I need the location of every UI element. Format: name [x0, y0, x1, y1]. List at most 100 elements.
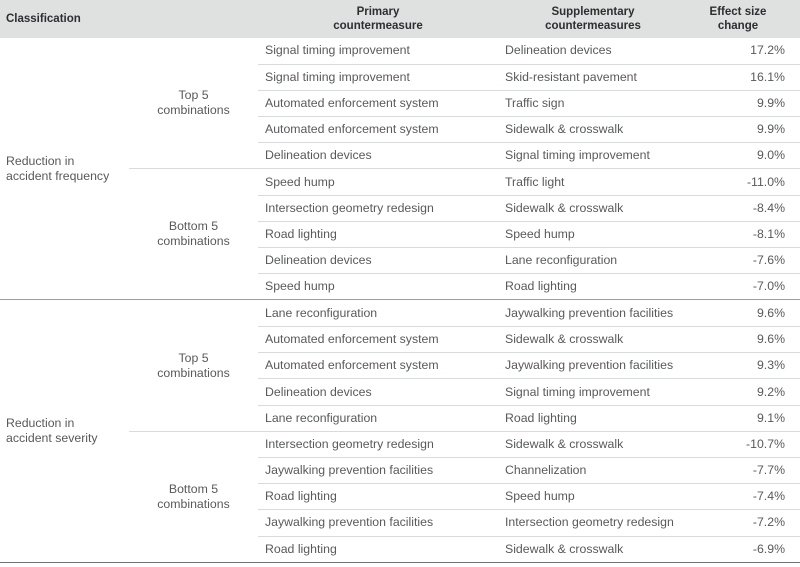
section-divider-rule	[0, 299, 800, 301]
group-label-line2: combinations	[157, 365, 230, 380]
section-divider	[0, 299, 800, 301]
cell-effect-size-change: 9.1%	[688, 404, 800, 432]
column-header-classification: Classification	[6, 13, 81, 25]
cell-supplementary-countermeasure: Delineation devices	[498, 38, 688, 65]
cell-primary-countermeasure: Jaywalking prevention facilities	[258, 509, 498, 537]
cell-supplementary-countermeasure: Intersection geometry redesign	[498, 509, 688, 537]
cell-primary-countermeasure: Automated enforcement system	[258, 116, 498, 143]
cell-effect-size-change: 9.3%	[688, 352, 800, 379]
cell-supplementary-countermeasure: Road lighting	[498, 404, 688, 432]
cell-primary-countermeasure: Signal timing improvement	[258, 63, 498, 91]
cell-primary-countermeasure: Jaywalking prevention facilities	[258, 456, 498, 484]
cell-primary-countermeasure: Signal timing improvement	[258, 38, 498, 65]
cell-effect-size-change: 16.1%	[688, 63, 800, 91]
group-label-line2: combinations	[157, 103, 230, 118]
cell-primary-countermeasure: Lane reconfiguration	[258, 300, 498, 327]
cell-effect-size-change: -10.7%	[688, 430, 800, 458]
cell-supplementary-countermeasure: Sidewalk & crosswalk	[498, 430, 688, 458]
cell-effect-size-change: 17.2%	[688, 38, 800, 65]
table-row: Intersection geometry redesign Sidewalk &…	[0, 194, 800, 222]
cell-effect-size-change: -8.1%	[688, 220, 800, 248]
cell-effect-size-change: -7.0%	[688, 273, 800, 300]
column-header-supplementary-line2: countermeasures	[545, 20, 641, 32]
column-header-effect-line1: Effect size	[709, 6, 767, 18]
cell-primary-countermeasure: Intersection geometry redesign	[258, 194, 498, 222]
table-row: Delineation devices Lane reconfiguration -…	[0, 246, 800, 274]
cell-effect-size-change: -7.7%	[688, 456, 800, 484]
cell-effect-size-change: 9.9%	[688, 89, 800, 117]
cell-primary-countermeasure: Delineation devices	[258, 378, 498, 406]
cell-supplementary-countermeasure: Channelization	[498, 456, 688, 484]
classification-label: Reduction in accident severity	[0, 300, 129, 563]
cell-primary-countermeasure: Delineation devices	[258, 246, 498, 274]
column-header-effect-line2: change	[717, 20, 759, 32]
table-row: Automated enforcement system Sidewalk & c…	[0, 116, 800, 143]
classification-label-line2: accident severity	[6, 431, 98, 446]
cell-supplementary-countermeasure: Jaywalking prevention facilities	[498, 352, 688, 379]
cell-supplementary-countermeasure: Signal timing improvement	[498, 378, 688, 406]
cell-supplementary-countermeasure: Sidewalk & crosswalk	[498, 194, 688, 222]
cell-supplementary-countermeasure: Traffic light	[498, 168, 688, 196]
group-label-line1: Top 5	[178, 88, 209, 103]
cell-effect-size-change: 9.2%	[688, 378, 800, 406]
table-body: Reduction in accident frequency Top 5 combi…	[0, 38, 800, 563]
column-header-primary-line2: countermeasure	[333, 20, 423, 32]
table-row: Jaywalking prevention facilities Channeli…	[0, 456, 800, 484]
cell-effect-size-change: -7.2%	[688, 509, 800, 537]
group-label: Bottom 5 combinations	[129, 168, 258, 300]
cell-primary-countermeasure: Automated enforcement system	[258, 352, 498, 379]
cell-effect-size-change: -6.9%	[688, 535, 800, 563]
cell-supplementary-countermeasure: Road lighting	[498, 273, 688, 300]
group-label-line1: Top 5	[178, 350, 209, 365]
cell-supplementary-countermeasure: Speed hump	[498, 483, 688, 510]
table-row: Lane reconfiguration Road lighting 9.1%	[0, 404, 800, 432]
group-label: Bottom 5 combinations	[129, 430, 258, 563]
table-row: Reduction in accident frequency Top 5 combi…	[0, 38, 800, 300]
table-bottom-rule-row	[0, 562, 800, 563]
cell-effect-size-change: -7.6%	[688, 246, 800, 274]
table-row: Automated enforcement system Jaywalking p…	[0, 352, 800, 379]
cell-primary-countermeasure: Delineation devices	[258, 142, 498, 169]
cell-supplementary-countermeasure: Sidewalk & crosswalk	[498, 326, 688, 353]
cell-supplementary-countermeasure: Traffic sign	[498, 89, 688, 117]
cell-effect-size-change: -7.4%	[688, 483, 800, 510]
cell-supplementary-countermeasure: Skid-resistant pavement	[498, 63, 688, 91]
cell-primary-countermeasure: Intersection geometry redesign	[258, 430, 498, 458]
table-row: Reduction in accident severity Top 5 combin…	[0, 300, 800, 563]
column-header-effect-size-change: Effect size change	[688, 0, 800, 38]
cell-effect-size-change: -8.4%	[688, 194, 800, 222]
group-label-line1: Bottom 5	[168, 481, 219, 496]
table-row: Road lighting Sidewalk & crosswalk -6.9%	[0, 535, 800, 563]
cell-supplementary-countermeasure: Lane reconfiguration	[498, 246, 688, 274]
cell-effect-size-change: 9.6%	[688, 326, 800, 353]
cell-primary-countermeasure: Road lighting	[258, 535, 498, 563]
cell-primary-countermeasure: Automated enforcement system	[258, 89, 498, 117]
column-header-primary-line1: Primary	[356, 6, 400, 18]
table-row: Delineation devices Signal timing improve…	[0, 142, 800, 169]
cell-supplementary-countermeasure: Signal timing improvement	[498, 142, 688, 169]
cell-supplementary-countermeasure: Speed hump	[498, 220, 688, 248]
table-bottom-rule	[0, 562, 800, 563]
cell-primary-countermeasure: Road lighting	[258, 483, 498, 510]
cell-primary-countermeasure: Automated enforcement system	[258, 326, 498, 353]
cell-primary-countermeasure: Lane reconfiguration	[258, 404, 498, 432]
cell-effect-size-change: 9.9%	[688, 116, 800, 143]
table-row: Road lighting Speed hump -7.4%	[0, 483, 800, 510]
cell-primary-countermeasure: Speed hump	[258, 168, 498, 196]
cell-effect-size-change: 9.0%	[688, 142, 800, 169]
table-row: Automated enforcement system Traffic sign…	[0, 89, 800, 117]
cell-primary-countermeasure: Road lighting	[258, 220, 498, 248]
table-row: Road lighting Speed hump -8.1%	[0, 220, 800, 248]
classification-label: Reduction in accident frequency	[0, 38, 129, 300]
table-row: Delineation devices Signal timing improve…	[0, 378, 800, 406]
classification-label-line1: Reduction in	[6, 153, 75, 168]
column-header-primary-countermeasure: Primary countermeasure	[258, 0, 498, 38]
cell-supplementary-countermeasure: Jaywalking prevention facilities	[498, 300, 688, 327]
table-row: Speed hump Road lighting -7.0%	[0, 273, 800, 300]
group-label-line2: combinations	[157, 496, 230, 511]
classification-label-line1: Reduction in	[6, 416, 75, 431]
table-row: Bottom 5 combinations Intersection geometr…	[0, 430, 800, 563]
column-header-supplementary-countermeasures: Supplementary countermeasures	[498, 0, 688, 38]
